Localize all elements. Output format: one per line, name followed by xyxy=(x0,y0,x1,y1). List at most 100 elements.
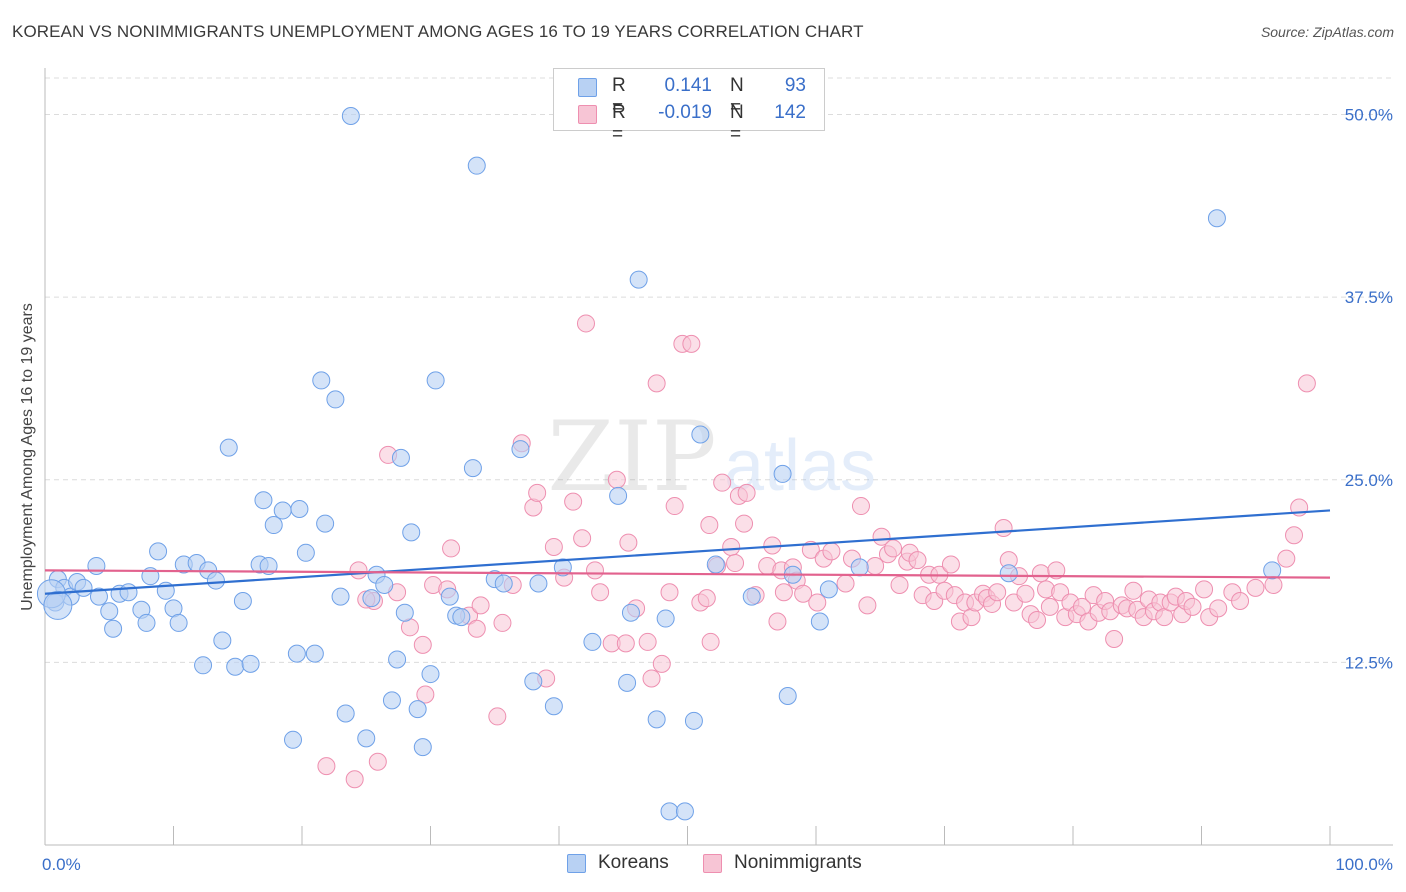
nonimmigrants-legend-label: Nonimmigrants xyxy=(734,852,862,873)
nonimmigrants-point xyxy=(1105,630,1124,649)
legend-n-value: 142 xyxy=(774,102,806,123)
koreans-point xyxy=(357,729,376,748)
nonimmigrants-point xyxy=(1031,564,1050,583)
koreans-point xyxy=(331,587,350,606)
y-tick-label: 25.0% xyxy=(1345,471,1393,490)
koreans-point xyxy=(778,686,797,705)
koreans-point xyxy=(395,603,414,622)
nonimmigrants-point xyxy=(801,540,820,559)
koreans-point xyxy=(382,691,401,710)
koreans-point xyxy=(850,558,869,577)
koreans-point xyxy=(629,270,648,289)
koreans-point xyxy=(287,644,306,663)
koreans-point xyxy=(264,516,283,535)
nonimmigrants-point xyxy=(665,497,684,516)
koreans-point xyxy=(524,672,543,691)
koreans-point xyxy=(104,619,123,638)
nonimmigrants-point xyxy=(774,583,793,602)
nonimmigrants-point xyxy=(345,770,364,789)
y-tick-label: 37.5% xyxy=(1345,288,1393,307)
koreans-point xyxy=(336,704,355,723)
nonimmigrants-point xyxy=(836,574,855,593)
nonimmigrants-point xyxy=(471,596,490,615)
koreans-point xyxy=(440,587,459,606)
nonimmigrants-point xyxy=(737,483,756,502)
koreans-points xyxy=(36,105,1282,821)
koreans-point xyxy=(609,486,628,505)
nonimmigrants-trend-line xyxy=(44,569,1331,579)
nonimmigrants-point xyxy=(713,473,732,492)
koreans-point xyxy=(89,587,108,606)
koreans-point xyxy=(375,575,394,594)
koreans-point xyxy=(169,613,188,632)
nonimmigrants-point xyxy=(682,334,701,353)
y-tick-label: 50.0% xyxy=(1345,106,1393,125)
nonimmigrants-point xyxy=(573,529,592,548)
nonimmigrants-point xyxy=(768,612,787,631)
nonimmigrants-point xyxy=(317,757,336,776)
nonimmigrants-point xyxy=(660,583,679,602)
koreans-point xyxy=(810,612,829,631)
koreans-point xyxy=(326,390,345,409)
koreans-point xyxy=(259,556,278,575)
nonimmigrants-point xyxy=(1246,578,1265,597)
nonimmigrants-point xyxy=(1016,584,1035,603)
tick-labels: 12.5% 25.0% 37.5% 50.0% 0.0% 100.0% xyxy=(42,106,1393,874)
correlation-legend: R = 0.141 N = 93 R = -0.019 N = 142 xyxy=(553,68,825,145)
koreans-swatch xyxy=(567,854,586,873)
koreans-point xyxy=(452,608,471,627)
koreans-point xyxy=(583,632,602,651)
nonimmigrants-point xyxy=(735,514,754,533)
nonimmigrants-point xyxy=(564,492,583,511)
koreans-point xyxy=(660,802,679,821)
legend-r-label: R = xyxy=(612,75,626,118)
nonimmigrants-point xyxy=(607,470,626,489)
nonimmigrants-point xyxy=(908,551,927,570)
koreans-point xyxy=(284,730,303,749)
legend-r-value: -0.019 xyxy=(658,102,712,123)
koreans-point xyxy=(511,440,530,459)
nonimmigrants-point xyxy=(647,374,666,393)
nonimmigrants-point xyxy=(822,542,841,561)
nonimmigrants-point xyxy=(884,539,903,558)
legend-n-value: 93 xyxy=(784,75,806,96)
koreans-point xyxy=(100,602,119,621)
series-legend: Koreans Nonimmigrants xyxy=(0,852,1406,878)
nonimmigrants-point xyxy=(544,537,563,556)
nonimmigrants-point xyxy=(851,497,870,516)
nonimmigrants-point xyxy=(591,583,610,602)
x-tick-label: 0.0% xyxy=(42,855,81,874)
source-label: Source: ZipAtlas.com xyxy=(1260,24,1394,40)
nonimmigrants-point xyxy=(442,539,461,558)
nonimmigrants-point xyxy=(413,635,432,654)
koreans-point xyxy=(296,543,315,562)
koreans-legend-label: Koreans xyxy=(598,852,669,873)
koreans-point xyxy=(621,603,640,622)
koreans-point xyxy=(467,156,486,175)
nonimmigrants-point xyxy=(1040,597,1059,616)
koreans-point xyxy=(305,644,324,663)
koreans-point xyxy=(241,654,260,673)
koreans-point xyxy=(273,501,292,520)
nonimmigrants-point xyxy=(994,518,1013,537)
nonimmigrants-point xyxy=(988,583,1007,602)
y-axis-label: Unemployment Among Ages 16 to 19 years xyxy=(19,303,36,611)
koreans-point xyxy=(341,106,360,125)
nonimmigrants-point xyxy=(1277,549,1296,568)
nonimmigrants-point xyxy=(616,634,635,653)
koreans-point xyxy=(408,700,427,719)
koreans-point xyxy=(413,738,432,757)
nonimmigrants-point xyxy=(576,314,595,333)
koreans-point xyxy=(675,802,694,821)
nonimmigrants-point xyxy=(493,613,512,632)
nonimmigrants-point xyxy=(1028,611,1047,630)
koreans-point xyxy=(463,459,482,478)
koreans-point xyxy=(290,499,309,518)
legend-swatch-nonimmigrants xyxy=(578,105,597,124)
nonimmigrants-swatch xyxy=(703,854,722,873)
nonimmigrants-point xyxy=(652,654,671,673)
koreans-point xyxy=(74,578,93,597)
legend-swatch-koreans xyxy=(578,78,597,97)
nonimmigrants-point xyxy=(1285,526,1304,545)
nonimmigrants-point xyxy=(794,584,813,603)
